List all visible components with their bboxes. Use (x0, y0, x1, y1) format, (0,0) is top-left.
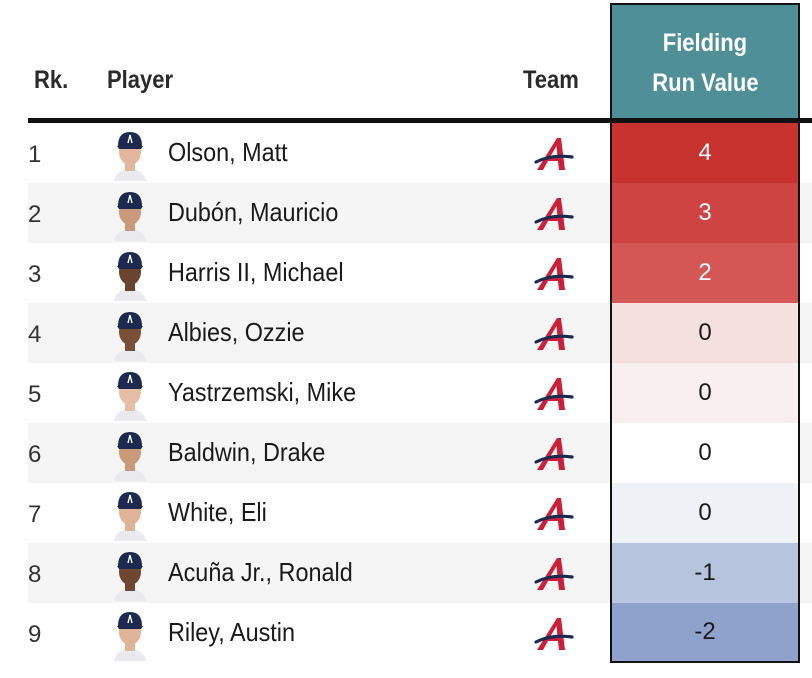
table-row[interactable]: 3 Harris II, Michael 2 (28, 243, 812, 303)
braves-logo-icon[interactable] (534, 316, 574, 352)
rank-cell: 2 (28, 201, 42, 228)
player-name-link[interactable]: White, Eli (168, 497, 267, 527)
header-divider (28, 118, 812, 123)
rank-cell: 9 (28, 621, 42, 648)
fielding-run-value-cell: 0 (610, 423, 800, 483)
table-header: Rk. Player Team Fielding Run Value (0, 0, 812, 120)
fielding-run-value-cell: 0 (610, 303, 800, 363)
player-name-link[interactable]: Baldwin, Drake (168, 437, 326, 467)
braves-logo-icon[interactable] (534, 556, 574, 592)
table-row[interactable]: 9 Riley, Austin -2 (28, 603, 812, 663)
rank-cell: 1 (28, 141, 42, 168)
player-name-link[interactable]: Yastrzemski, Mike (168, 377, 357, 407)
fielding-run-value-cell: 0 (610, 483, 800, 543)
braves-logo-icon[interactable] (534, 496, 574, 532)
rank-cell: 3 (28, 261, 42, 288)
table-row[interactable]: 5 Yastrzemski, Mike 0 (28, 363, 812, 423)
player-name-link[interactable]: Olson, Matt (168, 137, 288, 167)
player-name-link[interactable]: Dubón, Mauricio (168, 197, 339, 227)
player-headshot-icon[interactable] (110, 186, 150, 241)
player-headshot-icon[interactable] (110, 366, 150, 421)
braves-logo-icon[interactable] (534, 616, 574, 652)
player-headshot-icon[interactable] (110, 546, 150, 601)
table-row[interactable]: 1 Olson, Matt 4 (28, 123, 812, 183)
table-row[interactable]: 8 Acuña Jr., Ronald -1 (28, 543, 812, 603)
fielding-run-value-column-header[interactable]: Fielding Run Value (610, 3, 800, 120)
player-headshot-icon[interactable] (110, 126, 150, 181)
rank-cell: 4 (28, 321, 42, 348)
braves-logo-icon[interactable] (534, 436, 574, 472)
braves-logo-icon[interactable] (534, 136, 574, 172)
player-name-link[interactable]: Riley, Austin (168, 617, 296, 647)
player-headshot-icon[interactable] (110, 426, 150, 481)
fielding-run-value-cell: -2 (610, 603, 800, 663)
fielding-run-value-cell: -1 (610, 543, 800, 603)
table-row[interactable]: 6 Baldwin, Drake 0 (28, 423, 812, 483)
rank-cell: 5 (28, 381, 42, 408)
fielding-run-value-cell: 3 (610, 183, 800, 243)
table-row[interactable]: 4 Albies, Ozzie 0 (28, 303, 812, 363)
braves-logo-icon[interactable] (534, 376, 574, 412)
fielding-run-value-cell: 0 (610, 363, 800, 423)
metric-label-line2: Run Value (651, 68, 759, 97)
player-name-link[interactable]: Acuña Jr., Ronald (168, 557, 353, 587)
fielding-run-value-cell: 2 (610, 243, 800, 303)
player-name-link[interactable]: Harris II, Michael (168, 257, 344, 287)
team-column-header[interactable]: Team (523, 66, 579, 94)
braves-logo-icon[interactable] (534, 256, 574, 292)
table-row[interactable]: 7 White, Eli 0 (28, 483, 812, 543)
rank-column-header[interactable]: Rk. (34, 66, 69, 94)
leaderboard-table-body: 1 Olson, Matt 4 2 Dubón, Mauricio 3 3 Harris II… (28, 123, 812, 663)
rank-cell: 8 (28, 561, 42, 588)
player-headshot-icon[interactable] (110, 486, 150, 541)
player-headshot-icon[interactable] (110, 246, 150, 301)
player-column-header[interactable]: Player (107, 66, 174, 94)
metric-label-line1: Fielding (662, 28, 748, 57)
player-headshot-icon[interactable] (110, 306, 150, 361)
fielding-run-value-cell: 4 (610, 123, 800, 183)
braves-logo-icon[interactable] (534, 196, 574, 232)
table-row[interactable]: 2 Dubón, Mauricio 3 (28, 183, 812, 243)
player-headshot-icon[interactable] (110, 606, 150, 661)
rank-cell: 6 (28, 441, 42, 468)
rank-cell: 7 (28, 501, 42, 528)
player-name-link[interactable]: Albies, Ozzie (168, 317, 305, 347)
